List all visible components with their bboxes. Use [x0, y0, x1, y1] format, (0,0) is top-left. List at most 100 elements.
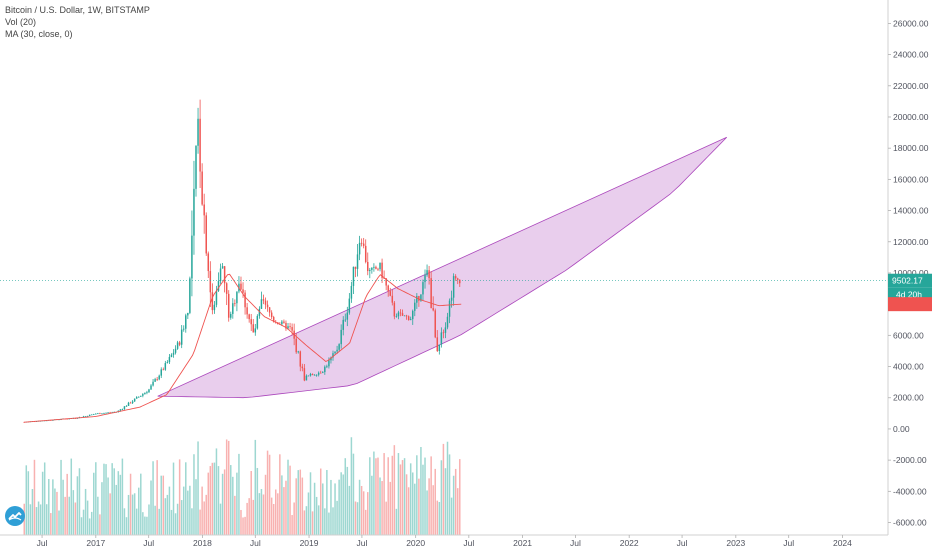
candle-body: [430, 278, 432, 309]
volume-bar: [305, 506, 308, 535]
candle-body: [344, 319, 347, 321]
candle-body: [454, 276, 457, 279]
volume-bar: [43, 462, 46, 535]
volume-bar: [452, 475, 455, 535]
candle-body: [199, 118, 201, 172]
x-tick-label: Jul: [783, 538, 794, 548]
volume-bar: [328, 512, 330, 535]
volume-bar: [375, 458, 377, 535]
volume-bar: [60, 459, 62, 535]
volume-bar: [279, 454, 281, 535]
candle-body: [23, 421, 25, 423]
candle-body: [217, 281, 220, 291]
candle-body: [348, 298, 351, 313]
x-tick-label: 2020: [406, 538, 425, 548]
legend-ma[interactable]: MA (30, close, 0): [5, 29, 73, 39]
candle-body: [95, 413, 97, 415]
volume-bar: [148, 504, 150, 535]
candle-body: [180, 329, 183, 345]
candle-body: [158, 375, 160, 380]
volume-bar: [444, 468, 447, 535]
candle-body: [144, 392, 146, 395]
volume-bar: [48, 479, 50, 535]
volume-bar: [180, 500, 183, 535]
y-tick-label: 18000.00: [893, 143, 929, 153]
volume-bar: [407, 487, 410, 535]
legend-volume[interactable]: Vol (20): [5, 17, 37, 27]
volume-bar: [199, 509, 201, 535]
volume-bar: [158, 508, 160, 535]
candle-body: [123, 406, 126, 410]
volume-bar: [424, 457, 426, 535]
volume-bar: [74, 502, 77, 535]
volume-bar: [236, 472, 238, 535]
candle-body: [52, 420, 54, 421]
volume-bar: [123, 508, 126, 535]
candle-body: [182, 328, 185, 330]
volume-bar: [101, 482, 103, 535]
legend-symbol[interactable]: Bitcoin / U.S. Dollar, 1W, BITSTAMP: [5, 5, 150, 15]
volume-bar: [358, 479, 361, 535]
candle-body: [90, 414, 93, 416]
volume-bar: [195, 479, 197, 535]
volume-bar: [399, 464, 402, 535]
volume-bar: [274, 489, 277, 535]
volume-bar: [140, 473, 142, 535]
candle-body: [354, 266, 357, 269]
volume-bar: [348, 485, 351, 535]
candle-body: [414, 302, 416, 311]
volume-bar: [50, 513, 52, 535]
candle-body: [268, 307, 271, 313]
candle-body: [311, 373, 314, 376]
price-tag-bg: [888, 273, 932, 288]
volume-bar: [367, 492, 369, 535]
volume-bar: [115, 484, 118, 535]
x-tick-label: Jul: [250, 538, 261, 548]
y-tick-label: 10000.00: [893, 268, 929, 278]
candle-body: [207, 253, 210, 272]
candle-body: [201, 171, 203, 205]
volume-bar: [270, 497, 273, 535]
candle-body: [428, 270, 430, 279]
volume-bar: [356, 502, 359, 535]
volume-bar: [285, 480, 287, 535]
candle-body: [444, 327, 447, 333]
candle-body: [223, 266, 226, 284]
price-tag-value: 9502.17: [892, 276, 923, 286]
candle-body: [328, 360, 330, 367]
candle-body: [170, 354, 173, 357]
volume-bar: [193, 454, 195, 535]
volume-bar: [35, 507, 38, 535]
candle-body: [156, 379, 158, 380]
volume-bar: [156, 460, 158, 535]
volume-bar: [369, 457, 371, 535]
volume-bar: [33, 459, 36, 535]
candle-body: [450, 297, 453, 301]
volume-bar: [315, 496, 318, 535]
volume-bar: [109, 493, 111, 535]
volume-bar: [150, 480, 152, 535]
volume-bar: [252, 499, 255, 535]
candle-body: [301, 366, 304, 369]
volume-bar: [29, 504, 32, 535]
volume-bar: [62, 479, 64, 535]
volume-bar: [178, 459, 181, 535]
candle-body: [252, 324, 255, 333]
candle-body: [399, 312, 402, 314]
candle-body: [209, 271, 212, 293]
volume-bar: [313, 482, 316, 535]
volume-bar: [211, 462, 214, 535]
candle-body: [88, 414, 91, 416]
volume-bar: [227, 440, 230, 535]
tradingview-logo-icon[interactable]: [5, 506, 25, 526]
volume-bar: [291, 515, 293, 535]
volume-bar: [250, 470, 252, 535]
candle-body: [236, 291, 238, 304]
volume-bar: [127, 494, 130, 535]
volume-bar: [25, 465, 28, 535]
candle-body: [422, 282, 424, 295]
volume-bar: [240, 509, 242, 535]
candle-body: [232, 303, 234, 314]
